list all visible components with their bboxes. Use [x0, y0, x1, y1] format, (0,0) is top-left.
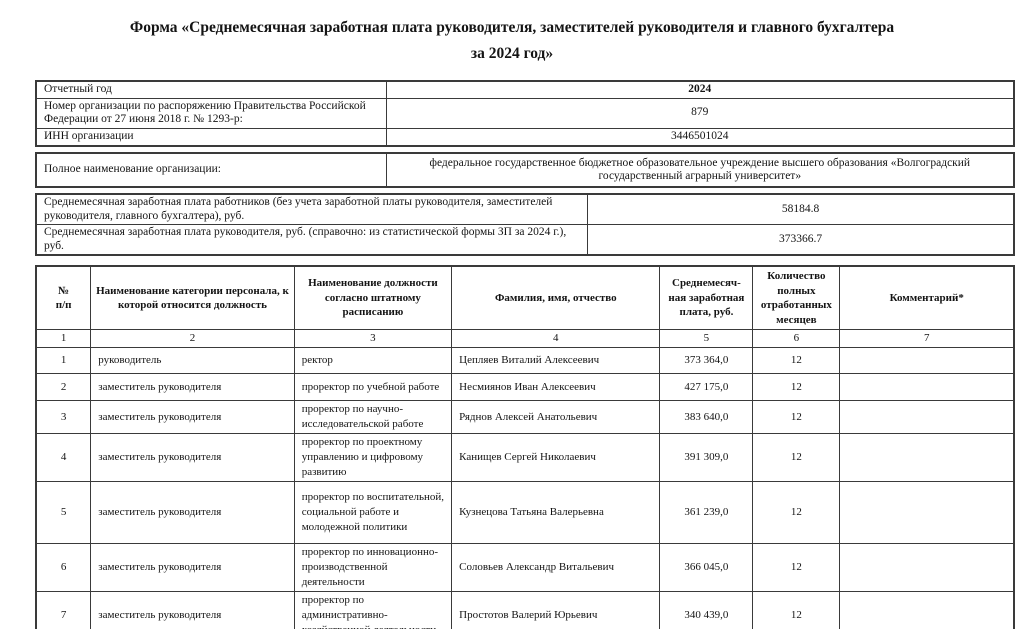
table-row: Номер организации по распоряжению Правит… [35, 97, 1015, 129]
col-header-months: Количество полных отработанных месяцев [752, 265, 841, 330]
cell-comment [839, 433, 1015, 482]
cell-category: заместитель руководителя [90, 591, 295, 629]
table-row: Полное наименование организации: федерал… [35, 152, 1015, 188]
cell-name: Кузнецова Татьяна Валерьевна [451, 481, 661, 544]
header-row: № п/п Наименование категории персонала, … [35, 265, 1015, 330]
cell-position: проректор по административно-хозяйственн… [293, 591, 453, 629]
org-number-value: 879 [385, 97, 1015, 129]
cell-position: проректор по инновационно-производственн… [293, 543, 453, 592]
table-row: 4 заместитель руководителя проректор по … [35, 433, 1015, 482]
cell-num: 4 [35, 433, 92, 482]
col-header-salary: Среднемесяч-ная заработная плата, руб. [659, 265, 754, 330]
cell-category: заместитель руководителя [90, 481, 295, 544]
page-title-line1: Форма «Среднемесячная заработная плата р… [129, 19, 895, 36]
avg-head-salary-value: 373366.7 [587, 224, 1015, 256]
cell-comment [839, 373, 1015, 401]
cell-comment [839, 481, 1015, 544]
avg-staff-salary-label: Среднемесячная заработная плата работник… [35, 193, 589, 225]
cell-position: проректор по научно-исследовательской ра… [293, 400, 453, 434]
report-info-table: Отчетный год 2024 Номер организации по р… [35, 80, 1015, 147]
cell-num: 6 [35, 543, 92, 592]
table-row: Среднемесячная заработная плата работник… [35, 193, 1015, 225]
report-year-value: 2024 [385, 80, 1015, 99]
inn-value: 3446501024 [385, 127, 1015, 147]
cell-position: проректор по проектному управлению и циф… [293, 433, 453, 482]
page-title: Форма «Среднемесячная заработная плата р… [0, 0, 1024, 67]
cell-months: 12 [752, 400, 841, 434]
cell-num: 3 [35, 400, 92, 434]
cell-name: Ряднов Алексей Анатольевич [451, 400, 661, 434]
cell-months: 12 [752, 347, 841, 374]
cell-months: 12 [752, 373, 841, 401]
table-row: 5 заместитель руководителя проректор по … [35, 481, 1015, 544]
cell-salary: 391 309,0 [659, 433, 754, 482]
table-row: 6 заместитель руководителя проректор по … [35, 543, 1015, 592]
report-year-label: Отчетный год [35, 80, 387, 99]
column-number-row: 1 2 3 4 5 6 7 [35, 329, 1015, 348]
avg-staff-salary-value: 58184.8 [587, 193, 1015, 225]
cell-name: Простотов Валерий Юрьевич [451, 591, 661, 629]
cell-comment [839, 591, 1015, 629]
cell-name: Цепляев Виталий Алексеевич [451, 347, 661, 374]
cell-months: 12 [752, 543, 841, 592]
cell-num: 2 [35, 373, 92, 401]
col-header-category: Наименование категории персонала, к кото… [90, 265, 295, 330]
cell-salary: 427 175,0 [659, 373, 754, 401]
cell-salary: 361 239,0 [659, 481, 754, 544]
cell-salary: 383 640,0 [659, 400, 754, 434]
table-row: Отчетный год 2024 [35, 80, 1015, 99]
cell-months: 12 [752, 591, 841, 629]
cell-months: 12 [752, 433, 841, 482]
org-name-table: Полное наименование организации: федерал… [35, 152, 1015, 188]
column-number: 2 [90, 329, 295, 348]
col-header-num: № п/п [35, 265, 92, 330]
page-title-line2: за 2024 год» [470, 45, 554, 62]
column-number: 1 [35, 329, 92, 348]
column-number: 3 [293, 329, 453, 348]
cell-comment [839, 543, 1015, 592]
cell-comment [839, 400, 1015, 434]
cell-category: заместитель руководителя [90, 373, 295, 401]
cell-position: проректор по воспитательной, социальной … [293, 481, 453, 544]
cell-category: заместитель руководителя [90, 543, 295, 592]
table-row: 1 руководитель ректор Цепляев Виталий Ал… [35, 347, 1015, 374]
column-number: 5 [659, 329, 754, 348]
cell-num: 5 [35, 481, 92, 544]
col-header-position: Наименование должности согласно штатному… [293, 265, 453, 330]
cell-salary: 366 045,0 [659, 543, 754, 592]
column-number: 6 [752, 329, 841, 348]
cell-salary: 340 439,0 [659, 591, 754, 629]
table-row: 2 заместитель руководителя проректор по … [35, 373, 1015, 401]
table-row: 3 заместитель руководителя проректор по … [35, 400, 1015, 434]
table-row: 7 заместитель руководителя проректор по … [35, 591, 1015, 629]
inn-label: ИНН организации [35, 127, 387, 147]
cell-num: 7 [35, 591, 92, 629]
cell-category: заместитель руководителя [90, 433, 295, 482]
org-name-label: Полное наименование организации: [35, 152, 387, 188]
org-number-label: Номер организации по распоряжению Правит… [35, 97, 387, 129]
salary-summary-table: Среднемесячная заработная плата работник… [35, 193, 1015, 256]
cell-category: заместитель руководителя [90, 400, 295, 434]
cell-position: проректор по учебной работе [293, 373, 453, 401]
cell-num: 1 [35, 347, 92, 374]
cell-name: Соловьев Александр Витальевич [451, 543, 661, 592]
org-name-value: федеральное государственное бюджетное об… [385, 152, 1015, 188]
table-row: Среднемесячная заработная плата руководи… [35, 224, 1015, 256]
column-number: 4 [451, 329, 661, 348]
table-row: ИНН организации 3446501024 [35, 127, 1015, 147]
cell-name: Канищев Сергей Николаевич [451, 433, 661, 482]
col-header-name: Фамилия, имя, отчество [451, 265, 661, 330]
cell-comment [839, 347, 1015, 374]
avg-head-salary-label: Среднемесячная заработная плата руководи… [35, 224, 589, 256]
column-number: 7 [839, 329, 1015, 348]
cell-position: ректор [293, 347, 453, 374]
cell-salary: 373 364,0 [659, 347, 754, 374]
cell-months: 12 [752, 481, 841, 544]
cell-category: руководитель [90, 347, 295, 374]
col-header-comment: Комментарий* [839, 265, 1015, 330]
cell-name: Несмиянов Иван Алексеевич [451, 373, 661, 401]
staff-salary-table: № п/п Наименование категории персонала, … [35, 265, 1015, 629]
